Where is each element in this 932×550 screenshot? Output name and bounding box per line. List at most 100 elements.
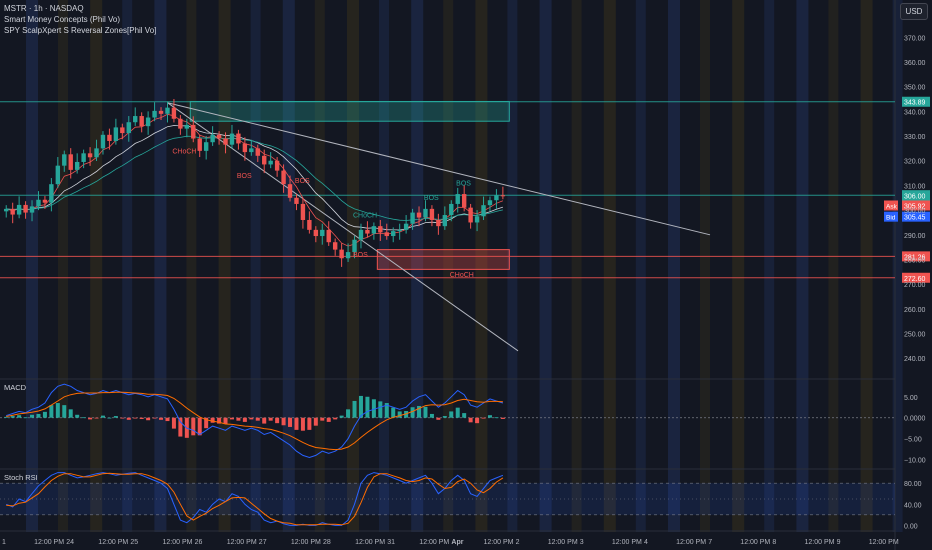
candle-body: [268, 160, 273, 165]
macd-histogram-bar: [339, 415, 344, 418]
session-stripe: [379, 0, 389, 532]
macd-histogram-bar: [171, 417, 176, 429]
macd-histogram-bar: [326, 417, 331, 422]
candle-body: [449, 203, 454, 216]
macd-histogram-bar: [100, 415, 105, 418]
time-tick-label: 7: [708, 539, 712, 546]
macd-histogram-bar: [262, 417, 267, 424]
candle-body: [500, 195, 506, 197]
macd-histogram-bar: [358, 395, 363, 418]
session-stripe: [443, 0, 454, 532]
macd-histogram-bar: [500, 417, 505, 419]
indicator-legend-smc[interactable]: Smart Money Concepts (Phil Vo): [4, 15, 121, 24]
time-tick-label: 9: [837, 539, 841, 546]
session-stripe: [700, 0, 710, 532]
macd-histogram-bar: [333, 417, 338, 420]
session-stripe: [732, 0, 745, 532]
price-tick-label: 290.00: [904, 233, 926, 240]
macd-histogram-bar: [75, 414, 80, 418]
candle-body: [487, 200, 493, 206]
macd-histogram-bar: [62, 405, 67, 418]
session-stripe: [58, 0, 68, 532]
price-pane[interactable]: 343.89 306.00 281.26 272.60 CHoCH BOS BOS CHoCH…: [0, 96, 930, 352]
time-tick-label: 12:00 PM: [805, 539, 835, 546]
macd-histogram-bar: [423, 406, 428, 418]
macd-histogram-bar: [204, 417, 209, 429]
macd-histogram-bar: [133, 417, 138, 419]
macd-histogram-bar: [113, 416, 118, 418]
time-tick-label: 3: [580, 539, 584, 546]
candle-body: [236, 133, 241, 144]
candle-body: [442, 215, 448, 227]
candle-body: [287, 184, 293, 198]
macd-tick-label: −5.00: [904, 437, 922, 444]
macd-pane[interactable]: MACD: [0, 383, 895, 459]
candle-body: [74, 161, 80, 170]
candle-body: [371, 226, 377, 234]
smc-label: CHoCH: [172, 148, 196, 155]
macd-histogram-bar: [120, 417, 125, 419]
candle-body: [100, 134, 106, 149]
time-tick-label: 12:00 PM: [227, 539, 257, 546]
macd-histogram-bar: [107, 417, 112, 419]
macd-title: MACD: [4, 383, 27, 392]
candle-body: [332, 242, 338, 250]
candle-body: [229, 133, 235, 145]
price-tag: [902, 200, 930, 211]
session-stripe: [154, 0, 167, 532]
candle-body: [294, 197, 299, 204]
time-tick-label: 12:00 PM: [163, 539, 193, 546]
ema-fast-line: [6, 113, 504, 247]
price-tick-label: 240.00: [904, 356, 926, 363]
macd-histogram-bar: [391, 407, 396, 418]
time-tick-label: 31: [387, 539, 395, 546]
candle-body: [474, 216, 480, 223]
macd-histogram-bar: [159, 417, 164, 420]
level-tag: [902, 251, 930, 262]
symbol-legend[interactable]: MSTR · 1h · NASDAQ: [4, 4, 84, 13]
candle-body: [42, 199, 48, 203]
macd-histogram-bar: [139, 417, 144, 419]
smc-label: BOS: [353, 252, 368, 259]
macd-histogram-bar: [378, 401, 383, 418]
candle-body: [29, 206, 35, 213]
time-tick-label: 2: [516, 539, 520, 546]
macd-histogram-bar: [249, 417, 254, 420]
macd-histogram-bar: [436, 417, 441, 420]
level-tag: [902, 272, 930, 283]
stoch-d-line: [6, 472, 504, 526]
tag-prefix: Bid: [886, 215, 896, 222]
time-tick-label: Apr: [451, 539, 463, 546]
session-stripe: [539, 0, 552, 532]
candle-body: [403, 223, 409, 230]
candle-body: [210, 134, 215, 143]
candle-body: [152, 110, 157, 118]
session-stripe: [475, 0, 488, 532]
candle-body: [391, 231, 396, 237]
currency-button[interactable]: USD: [900, 3, 928, 20]
smc-label: BOS: [456, 180, 471, 187]
time-tick-label: 12:00 PM: [34, 539, 64, 546]
time-tick-label: 12:00 PM: [355, 539, 385, 546]
price-tick-label: 350.00: [904, 85, 926, 92]
level-tag-label: 272.60: [904, 276, 926, 283]
macd-histogram-bar: [81, 417, 86, 419]
upper-trendline: [167, 102, 711, 236]
macd-histogram-bar: [30, 414, 35, 418]
candle-body: [203, 142, 209, 151]
candle-body: [139, 116, 144, 127]
candle-body: [171, 107, 177, 119]
macd-histogram-bar: [255, 417, 260, 421]
macd-histogram-bar: [307, 417, 312, 430]
session-stripe: [507, 0, 518, 532]
price-tick-label: 300.00: [904, 208, 926, 215]
macd-histogram-bar: [10, 416, 15, 418]
indicator-legend-reversal[interactable]: SPY ScalpXpert S Reversal Zones[Phil Vo]: [4, 26, 157, 35]
stoch-rsi-pane[interactable]: Stoch RSI: [0, 472, 895, 526]
supply-zone: [189, 100, 510, 122]
macd-histogram-bar: [242, 417, 247, 422]
macd-tick-label: 5.00: [904, 395, 918, 402]
grid: [0, 0, 896, 550]
time-tick-label: 12:00 PM: [98, 539, 128, 546]
